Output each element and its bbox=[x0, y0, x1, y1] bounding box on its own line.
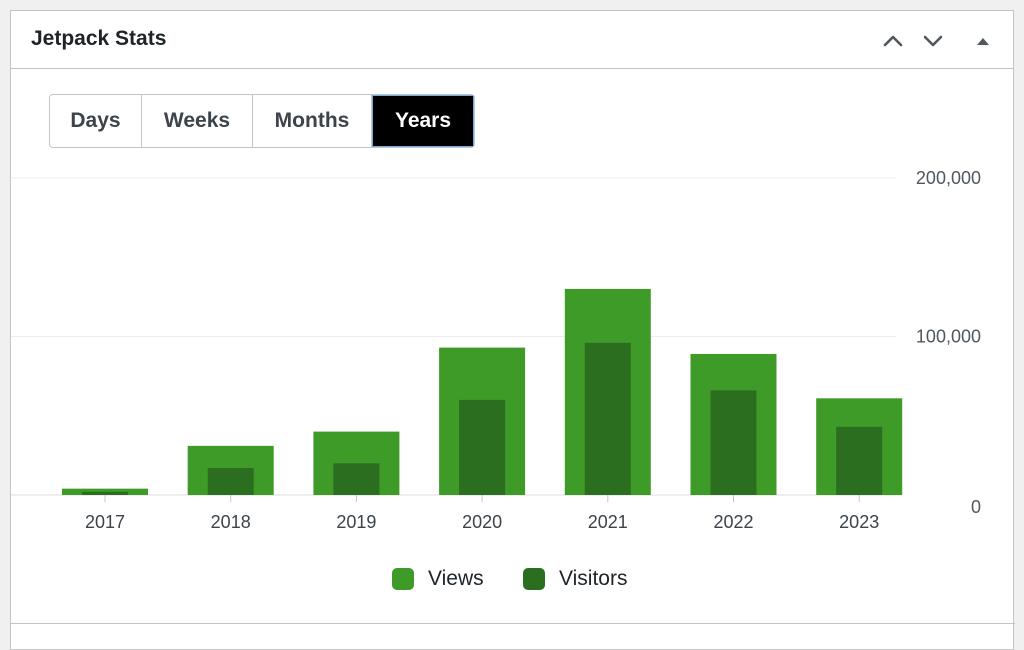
legend-visitors: Visitors bbox=[523, 567, 627, 591]
widget-title: Jetpack Stats bbox=[31, 27, 167, 50]
widget-header: Jetpack Stats bbox=[11, 11, 1013, 69]
y-tick-label: 0 bbox=[971, 497, 981, 517]
x-tick-label: 2022 bbox=[713, 512, 753, 532]
period-weeks-button[interactable]: Weeks bbox=[142, 95, 253, 147]
x-tick-label: 2020 bbox=[462, 512, 502, 532]
triangle-up-icon[interactable] bbox=[969, 27, 997, 55]
x-tick-label: 2023 bbox=[839, 512, 879, 532]
legend-views: Views bbox=[392, 567, 484, 591]
legend-views-swatch bbox=[392, 568, 414, 590]
y-tick-label: 200,000 bbox=[916, 168, 981, 188]
legend-visitors-label: Visitors bbox=[559, 567, 628, 590]
bar-visitors-2020[interactable] bbox=[459, 399, 506, 495]
period-months-button[interactable]: Months bbox=[253, 95, 372, 147]
bar-visitors-2018[interactable] bbox=[207, 468, 254, 495]
chevron-up-icon[interactable] bbox=[879, 27, 907, 55]
y-tick-label: 100,000 bbox=[916, 327, 981, 347]
period-selector: Days Weeks Months Years bbox=[49, 94, 475, 148]
jetpack-stats-widget: Jetpack Stats Days Weeks Months Years 20… bbox=[10, 10, 1015, 650]
legend-visitors-swatch bbox=[523, 568, 545, 590]
bar-visitors-2023[interactable] bbox=[836, 426, 883, 495]
bar-visitors-2017[interactable] bbox=[82, 491, 128, 495]
x-tick-label: 2018 bbox=[211, 512, 251, 532]
x-tick-label: 2021 bbox=[588, 512, 628, 532]
bar-visitors-2022[interactable] bbox=[710, 390, 757, 495]
bar-visitors-2019[interactable] bbox=[333, 463, 380, 495]
x-tick-label: 2019 bbox=[336, 512, 376, 532]
widget-footer-divider bbox=[11, 623, 1015, 624]
legend-views-label: Views bbox=[428, 567, 484, 590]
period-years-button[interactable]: Years bbox=[372, 95, 474, 147]
period-days-button[interactable]: Days bbox=[50, 95, 142, 147]
x-tick-label: 2017 bbox=[85, 512, 125, 532]
stats-bar-chart: 200,000 100,000 0 2017 2018 2019 2020 2021 2022 2… bbox=[11, 168, 981, 532]
chevron-down-icon[interactable] bbox=[919, 27, 947, 55]
bar-visitors-2021[interactable] bbox=[584, 342, 631, 495]
